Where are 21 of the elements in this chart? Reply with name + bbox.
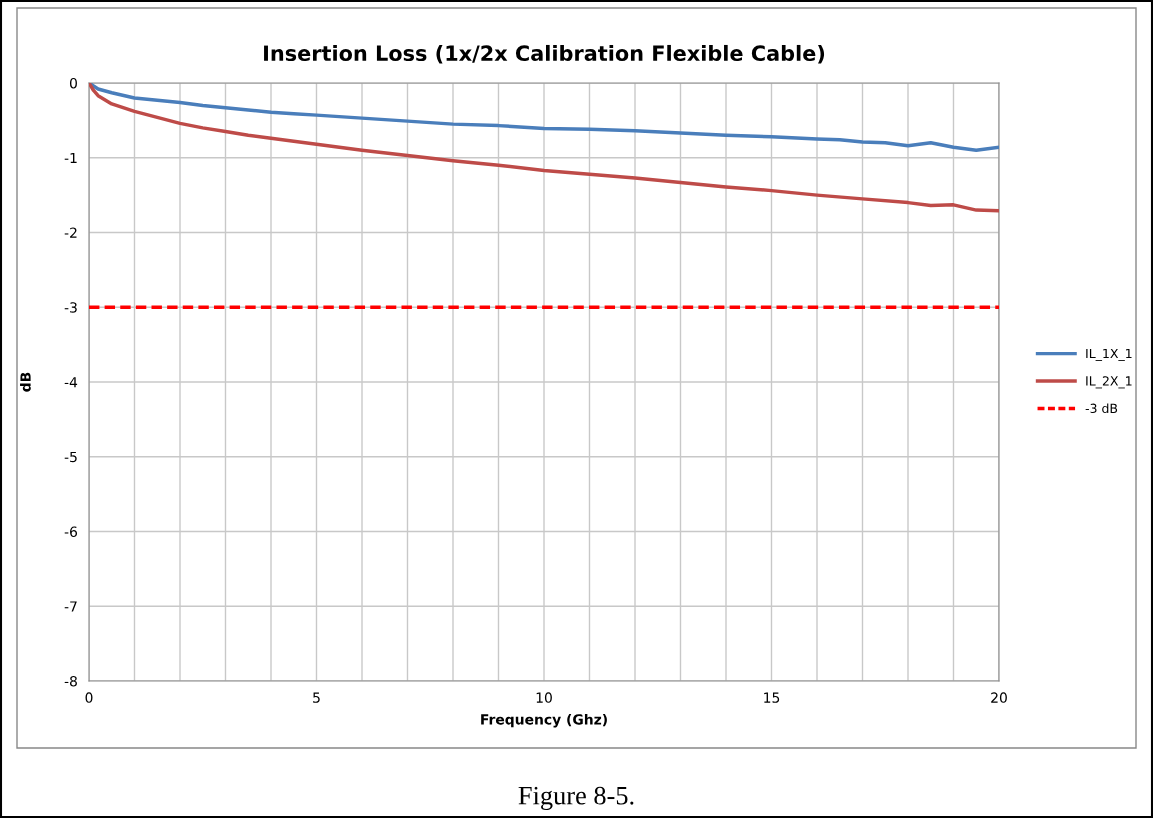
y-axis-title: dB (20, 372, 31, 392)
y-tick-label: -7 (64, 601, 77, 612)
y-tick-label: 0 (69, 77, 77, 89)
x-tick-label: 20 (991, 692, 1007, 703)
y-tick-label: -1 (64, 152, 77, 164)
legend-label: IL_2X_1 (1086, 376, 1132, 389)
y-tick-label: -3 (64, 302, 77, 313)
y-tick-label: -5 (64, 451, 77, 463)
x-axis-title: Frequency (Ghz) (481, 713, 607, 728)
caption: Figure 8-5. (518, 786, 634, 810)
y-tick-label: -6 (64, 526, 78, 537)
chart-title: Insertion Loss (1x/2x Calibration Flexible Cable) (264, 44, 825, 64)
x-tick-label: 10 (536, 692, 552, 703)
x-tick-label: 5 (313, 692, 320, 703)
x-tick-label: 0 (85, 692, 93, 703)
y-tick-label: -4 (64, 377, 78, 388)
y-tick-label: -8 (64, 675, 77, 687)
y-tick-label: -2 (64, 227, 77, 238)
x-tick-label: 15 (764, 692, 780, 703)
legend-label: IL_1X_1 (1086, 348, 1132, 361)
legend-label: -3 dB (1085, 403, 1118, 414)
